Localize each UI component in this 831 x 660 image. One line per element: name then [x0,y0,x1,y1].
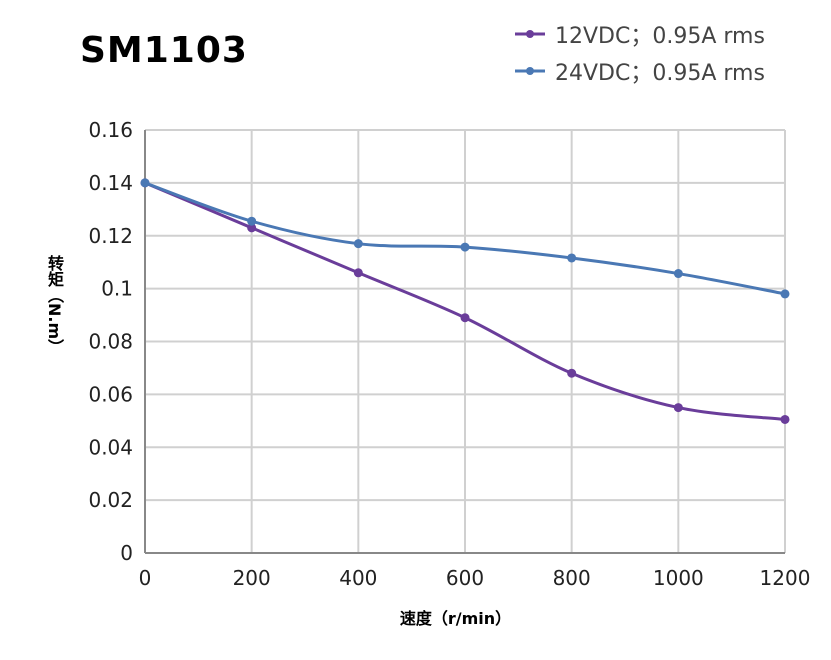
data-point [567,253,577,263]
x-tick-label: 1200 [760,566,811,590]
data-point [673,403,683,413]
y-tick-label: 0.08 [88,330,133,354]
data-point [673,269,683,279]
data-point [567,368,577,378]
x-tick-label: 0 [139,566,152,590]
y-axis-label: 转矩（N.m） [45,255,64,356]
legend-item-24v: 24VDC；0.95A rms [515,55,765,87]
data-point [780,414,790,424]
data-point [460,313,470,323]
y-tick-label: 0.12 [88,224,133,248]
y-tick-label: 0.1 [101,277,133,301]
y-tick-label: 0.16 [88,118,133,142]
x-tick-label: 600 [446,566,484,590]
legend-label: 12VDC；0.95A rms [555,24,765,49]
data-point [247,216,257,226]
chart-title: SM1103 [80,30,248,71]
x-tick-label: 1000 [653,566,704,590]
y-tick-label: 0 [120,541,133,565]
y-tick-label: 0.14 [88,171,133,195]
x-tick-label: 200 [233,566,271,590]
data-point [353,239,363,249]
y-tick-label: 0.04 [88,435,133,459]
data-point [353,268,363,278]
x-tick-label: 800 [553,566,591,590]
legend-label: 24VDC；0.95A rms [555,61,765,86]
y-tick-label: 0.02 [88,488,133,512]
y-tick-label: 0.06 [88,382,133,406]
x-axis-label: 速度（r/min） [399,609,512,628]
data-point [780,289,790,299]
data-point [460,242,470,252]
data-point [247,223,257,233]
data-point [140,178,150,188]
x-tick-label: 400 [339,566,377,590]
legend-item-12v: 12VDC；0.95A rms [515,18,765,50]
